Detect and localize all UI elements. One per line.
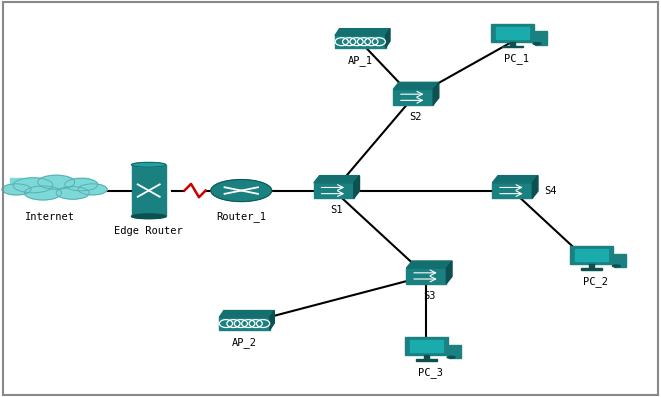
Ellipse shape [24,186,61,200]
Bar [2,175,97,200]
Polygon shape [314,175,360,183]
Polygon shape [219,317,270,330]
Bar [510,42,515,46]
Polygon shape [270,310,274,330]
Polygon shape [335,29,390,35]
Polygon shape [532,175,538,198]
Bar [424,355,429,359]
Text: S1: S1 [330,205,343,216]
Ellipse shape [533,43,541,44]
Bar [132,165,166,216]
Polygon shape [492,183,532,198]
Bar [502,46,523,47]
Text: AP_1: AP_1 [348,55,373,66]
Text: PC_3: PC_3 [418,367,443,378]
Bar [581,268,602,270]
Ellipse shape [78,184,107,195]
Polygon shape [314,183,354,198]
Bar [535,31,547,45]
Polygon shape [433,82,439,105]
Ellipse shape [56,187,89,199]
Polygon shape [393,90,433,105]
Ellipse shape [211,179,272,202]
Polygon shape [407,261,452,268]
Polygon shape [446,261,452,283]
Bar [405,337,448,355]
Ellipse shape [447,357,455,358]
Text: Internet: Internet [24,212,75,222]
Text: AP_2: AP_2 [232,337,257,348]
Ellipse shape [132,214,166,219]
Text: PC_1: PC_1 [504,53,529,64]
Bar [575,249,608,261]
Text: PC_2: PC_2 [584,276,608,287]
Text: S2: S2 [410,112,422,122]
Polygon shape [219,310,274,317]
Bar [570,246,613,264]
Ellipse shape [38,175,75,189]
Ellipse shape [13,178,53,193]
Bar [614,254,626,267]
Ellipse shape [2,184,31,195]
Bar [490,24,534,42]
Text: S4: S4 [545,185,557,196]
Bar [496,27,529,39]
Bar [10,178,89,194]
Bar [410,340,443,353]
Bar [449,345,461,358]
Ellipse shape [613,265,621,267]
Text: S3: S3 [423,291,436,301]
Polygon shape [492,175,538,183]
Ellipse shape [132,162,166,167]
Bar [416,359,437,361]
Polygon shape [385,29,390,48]
Text: Edge Router: Edge Router [114,226,183,236]
Polygon shape [393,82,439,90]
Polygon shape [335,35,385,48]
Polygon shape [354,175,360,198]
Polygon shape [407,268,446,283]
Ellipse shape [65,178,98,191]
Bar [589,264,594,268]
Text: Router_1: Router_1 [216,212,266,222]
